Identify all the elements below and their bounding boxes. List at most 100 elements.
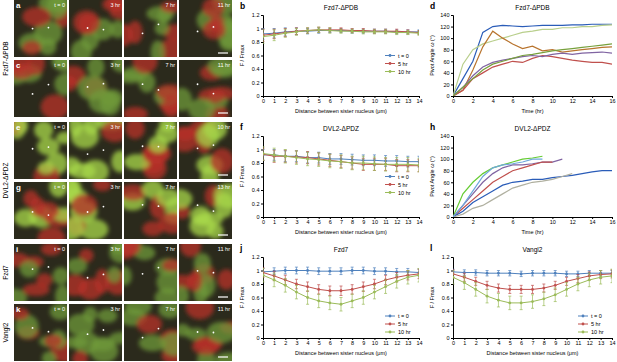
nucleus-marker <box>32 28 34 30</box>
series-marker <box>486 272 489 275</box>
error-bar <box>395 268 398 275</box>
x-tick-label: 10 <box>564 340 570 346</box>
error-bar-stem <box>318 27 319 32</box>
error-bar-cap <box>474 269 477 270</box>
micrograph <box>14 182 67 239</box>
series-marker <box>531 288 534 291</box>
series-marker <box>384 270 387 273</box>
error-bar-stem <box>419 31 420 35</box>
error-bar-cap <box>340 267 343 268</box>
cell-blob <box>73 10 100 34</box>
error-bar <box>531 295 534 309</box>
error-bar-cap <box>317 32 320 33</box>
cell-blobs <box>18 0 67 55</box>
series <box>263 148 419 172</box>
series-marker <box>520 302 523 305</box>
y-tick: 140 <box>440 133 453 139</box>
error-bar <box>284 279 287 293</box>
series-marker <box>328 270 331 273</box>
cell-blob <box>107 266 121 283</box>
series-marker <box>406 276 409 279</box>
y-tick-mark <box>451 148 453 149</box>
panel-letter: c <box>16 61 21 70</box>
x-tick-label: 9 <box>554 340 557 346</box>
error-bar-stem <box>407 31 408 35</box>
error-bar-stem <box>341 286 342 295</box>
chart-b: 0123456789101112131400.20.40.60.811.2bFz… <box>239 1 423 114</box>
series-marker <box>295 156 298 159</box>
cell-blob <box>71 194 97 215</box>
x-tick-label: 16 <box>609 219 615 225</box>
error-bar <box>384 280 387 294</box>
time-label: 11 hr <box>218 246 230 252</box>
error-bar-cap <box>576 290 579 291</box>
y-tick: 0.8 <box>442 281 453 287</box>
error-bar-cap <box>263 29 265 30</box>
error-bar <box>520 271 523 276</box>
error-bar <box>362 156 365 170</box>
x-tick-label: 9 <box>362 340 365 346</box>
error-bar-stem <box>296 267 297 274</box>
error-bar-cap <box>263 267 265 268</box>
legend-marker <box>389 191 392 194</box>
error-bar-cap <box>273 161 276 162</box>
chart-title: DVL2-ΔPDZ <box>515 125 551 132</box>
error-bar <box>611 269 613 283</box>
error-bar-cap <box>497 275 500 276</box>
error-bar-cap <box>328 274 331 275</box>
error-bar-stem <box>352 156 353 170</box>
legend-swatch <box>385 184 395 185</box>
nucleus-marker <box>87 86 89 88</box>
cell-blobs <box>69 182 112 239</box>
nucleus-marker <box>197 31 199 33</box>
x-tick-label: 0 <box>262 98 265 104</box>
series-marker <box>508 288 511 291</box>
error-bar-cap <box>328 153 331 154</box>
error-bar-cap <box>611 269 613 270</box>
series-marker <box>273 154 276 157</box>
series-marker <box>542 272 545 275</box>
y-axis-title: F / Fmax <box>239 44 245 66</box>
error-bar <box>497 271 500 276</box>
x-tick: 10 <box>564 338 570 346</box>
x-tick-label: 6 <box>512 219 515 225</box>
cell-blob <box>101 122 122 142</box>
error-bar-cap <box>340 29 343 30</box>
nucleus-marker <box>32 327 34 329</box>
series-marker <box>453 276 454 279</box>
cell-blob <box>189 215 215 237</box>
x-tick-label: 10 <box>372 98 378 104</box>
error-bar-cap <box>576 277 579 278</box>
series-marker <box>384 163 387 166</box>
error-bar-cap <box>362 267 365 268</box>
x-tick: 13 <box>405 338 411 346</box>
x-tick-label: 3 <box>295 219 298 225</box>
series-marker <box>351 162 354 165</box>
nucleus-marker <box>142 337 144 339</box>
micrograph <box>124 182 177 239</box>
legend-entry: t = 0 <box>385 313 409 319</box>
series-marker <box>565 288 568 291</box>
series-marker <box>340 303 343 306</box>
series <box>453 159 542 217</box>
y-tick: 0.2 <box>252 322 263 328</box>
series-marker <box>395 280 398 283</box>
cell-blob <box>148 135 168 153</box>
nucleus-marker <box>213 144 215 146</box>
error-bar-cap <box>295 27 298 28</box>
y-tick: 40 <box>443 70 453 76</box>
y-tick: 1.2 <box>252 12 263 18</box>
y-tick-mark <box>451 217 453 218</box>
error-bar-stem <box>396 268 397 275</box>
time-label: 7 hr <box>166 306 176 312</box>
error-bar <box>340 286 343 295</box>
x-tick-label: 6 <box>329 219 332 225</box>
y-tick-label: 1 <box>446 268 449 274</box>
legend-marker <box>389 62 392 65</box>
y-tick-mark <box>261 177 263 178</box>
panel-letter: b <box>240 1 245 11</box>
error-bar-stem <box>274 268 275 275</box>
error-bar <box>395 29 398 33</box>
error-bar <box>395 30 398 34</box>
error-bar <box>317 28 320 33</box>
